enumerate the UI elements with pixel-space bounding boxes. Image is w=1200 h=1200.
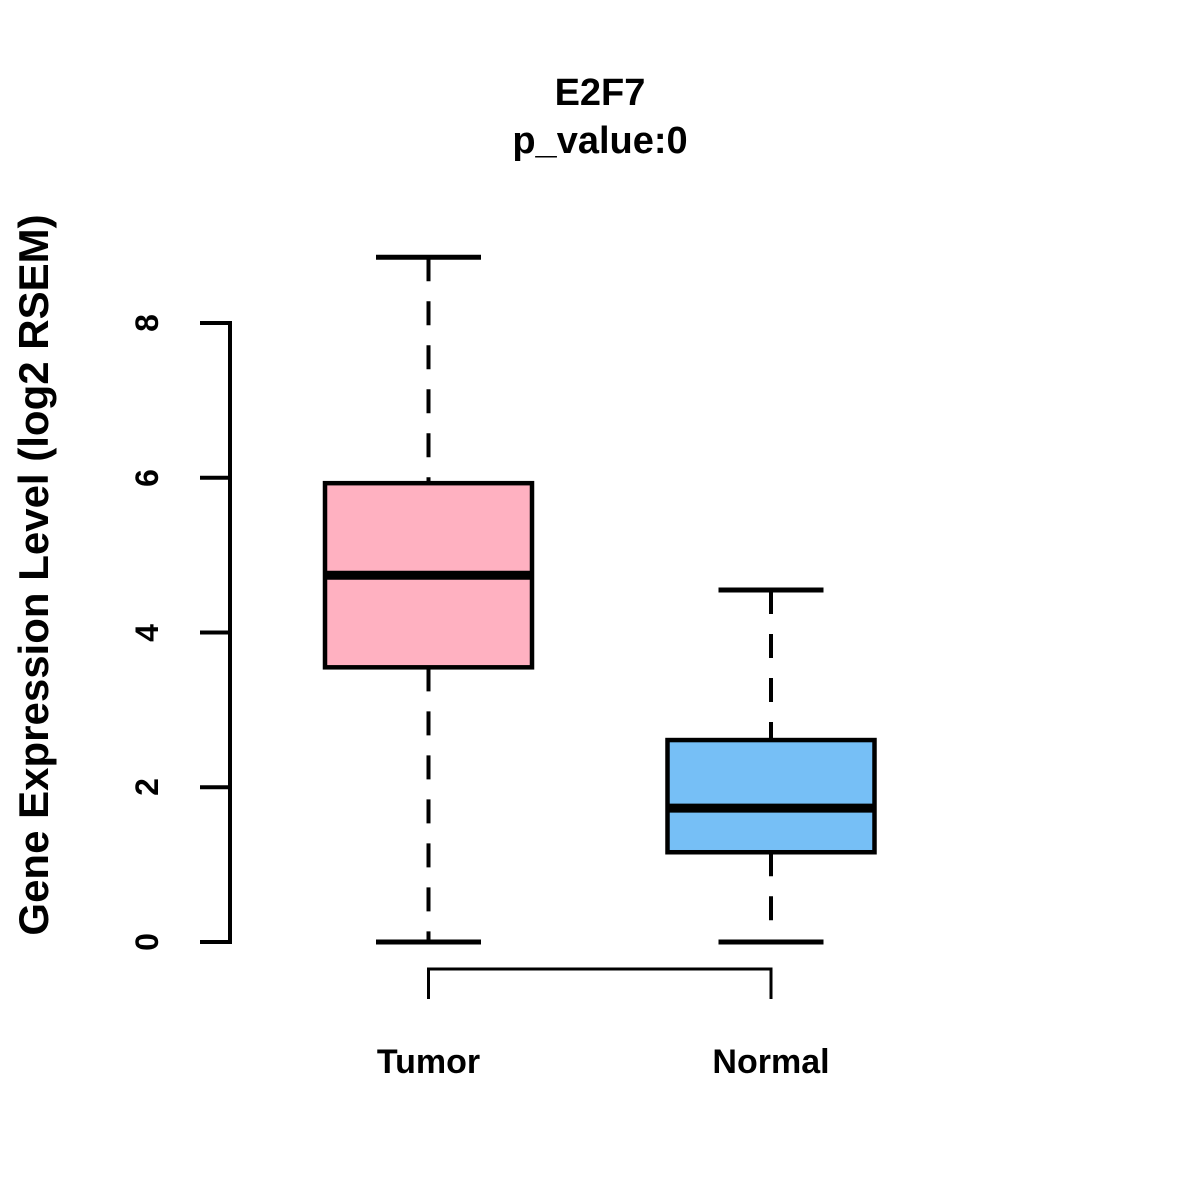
y-tick-label: 4 <box>129 623 165 642</box>
comparison-bracket <box>427 967 773 999</box>
y-tick-label: 6 <box>129 468 165 487</box>
chart-subtitle: p_value:0 <box>512 120 688 162</box>
normal-box <box>665 737 877 855</box>
y-tick-label: 2 <box>129 778 165 797</box>
x-axis-label-tumor: Tumor <box>376 1043 481 1081</box>
y-tick-label: 0 <box>129 933 165 951</box>
chart-title: E2F7 <box>554 72 646 114</box>
y-tick-label: 8 <box>129 314 165 332</box>
x-axis-label-normal: Normal <box>712 1043 830 1081</box>
